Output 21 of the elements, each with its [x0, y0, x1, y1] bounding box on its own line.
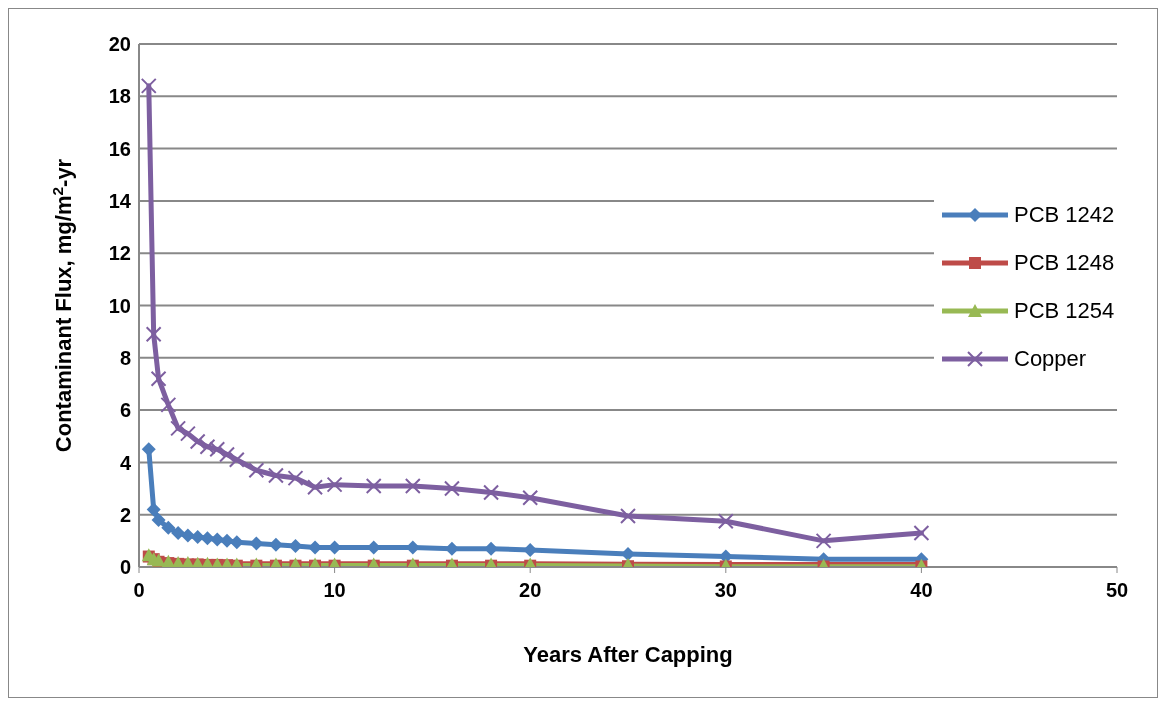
x-tick-label: 30: [714, 579, 737, 602]
y-tick-label: 2: [119, 503, 131, 526]
x-axis-title: Years After Capping: [523, 642, 733, 667]
legend-label: Copper: [1014, 346, 1087, 372]
legend-label: PCB 1242: [1014, 202, 1115, 228]
y-tick-label: 4: [119, 451, 132, 474]
y-tick-label: 6: [119, 399, 131, 422]
legend-label: PCB 1254: [1014, 298, 1115, 324]
y-tick-label: 0: [119, 556, 131, 579]
y-tick-label: 14: [108, 190, 132, 212]
y-tick-label: 12: [108, 242, 131, 265]
x-tick-label: 20: [519, 579, 542, 602]
x-tick-label: 10: [323, 579, 346, 602]
y-tick-label: 10: [108, 294, 131, 317]
y-tick-label: 18: [108, 85, 131, 108]
legend-label: PCB 1248: [1014, 250, 1115, 276]
x-tick-label: 40: [910, 579, 933, 602]
y-tick-label: 8: [119, 346, 131, 369]
y-tick-label: 16: [108, 137, 131, 160]
x-tick-label: 50: [1105, 579, 1129, 602]
y-tick-label: 20: [108, 33, 131, 56]
